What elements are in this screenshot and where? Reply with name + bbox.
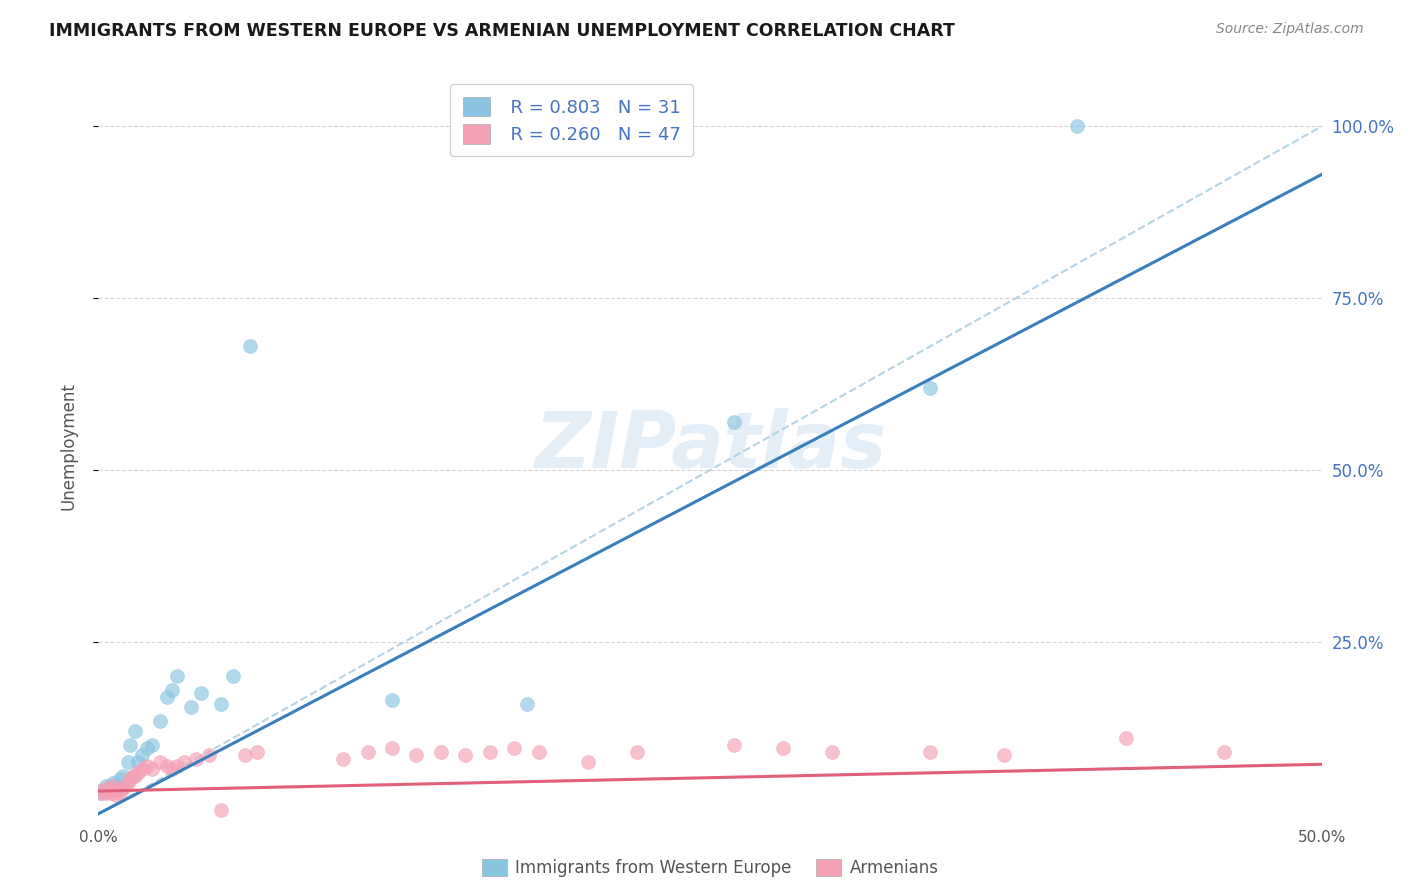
Point bbox=[111, 769, 134, 783]
Point bbox=[131, 748, 153, 763]
Point bbox=[332, 752, 354, 766]
Point bbox=[120, 772, 142, 787]
Legend: Immigrants from Western Europe, Armenians: Immigrants from Western Europe, Armenian… bbox=[475, 852, 945, 883]
Point bbox=[160, 762, 183, 776]
Point bbox=[156, 758, 179, 772]
Point bbox=[166, 669, 188, 683]
Point bbox=[920, 745, 942, 759]
Point bbox=[454, 748, 477, 763]
Point bbox=[117, 755, 139, 769]
Point bbox=[124, 769, 146, 783]
Point bbox=[222, 669, 245, 683]
Point bbox=[100, 786, 122, 800]
Point bbox=[107, 779, 129, 793]
Point bbox=[97, 782, 120, 797]
Point bbox=[190, 686, 212, 700]
Point bbox=[180, 700, 202, 714]
Point bbox=[1066, 120, 1088, 134]
Point bbox=[381, 693, 404, 707]
Point bbox=[127, 765, 149, 780]
Point bbox=[90, 786, 112, 800]
Point bbox=[527, 745, 550, 759]
Point bbox=[131, 762, 153, 776]
Point bbox=[149, 755, 172, 769]
Point bbox=[110, 786, 132, 800]
Point bbox=[1212, 745, 1234, 759]
Point bbox=[515, 697, 537, 711]
Point bbox=[94, 786, 117, 800]
Text: ZIPatlas: ZIPatlas bbox=[534, 408, 886, 484]
Point bbox=[149, 714, 172, 728]
Point bbox=[173, 755, 195, 769]
Point bbox=[356, 745, 378, 759]
Point bbox=[100, 779, 122, 793]
Point bbox=[156, 690, 179, 704]
Point bbox=[104, 780, 127, 795]
Point bbox=[120, 738, 142, 752]
Point bbox=[405, 748, 427, 763]
Point bbox=[141, 738, 163, 752]
Point bbox=[166, 758, 188, 772]
Point bbox=[127, 755, 149, 769]
Text: IMMIGRANTS FROM WESTERN EUROPE VS ARMENIAN UNEMPLOYMENT CORRELATION CHART: IMMIGRANTS FROM WESTERN EUROPE VS ARMENI… bbox=[49, 22, 955, 40]
Point bbox=[91, 782, 114, 797]
Point bbox=[723, 738, 745, 752]
Point bbox=[111, 780, 134, 795]
Point bbox=[101, 776, 124, 790]
Point bbox=[110, 772, 132, 787]
Point bbox=[503, 741, 526, 756]
Point bbox=[136, 741, 159, 756]
Point bbox=[430, 745, 453, 759]
Point bbox=[117, 776, 139, 790]
Point bbox=[141, 762, 163, 776]
Point bbox=[160, 683, 183, 698]
Text: Source: ZipAtlas.com: Source: ZipAtlas.com bbox=[1216, 22, 1364, 37]
Point bbox=[233, 748, 256, 763]
Point bbox=[993, 748, 1015, 763]
Point bbox=[124, 724, 146, 739]
Point bbox=[114, 779, 136, 793]
Point bbox=[821, 745, 844, 759]
Point bbox=[626, 745, 648, 759]
Point bbox=[197, 748, 219, 763]
Point bbox=[381, 741, 404, 756]
Point bbox=[104, 788, 127, 802]
Point bbox=[94, 779, 117, 793]
Point bbox=[209, 803, 232, 817]
Point bbox=[246, 745, 269, 759]
Point bbox=[723, 415, 745, 429]
Point bbox=[107, 782, 129, 797]
Point bbox=[97, 780, 120, 795]
Point bbox=[91, 782, 114, 797]
Point bbox=[576, 755, 599, 769]
Point bbox=[772, 741, 794, 756]
Point bbox=[209, 697, 232, 711]
Point bbox=[136, 758, 159, 772]
Point bbox=[920, 380, 942, 394]
Point bbox=[121, 769, 143, 783]
Point bbox=[239, 339, 262, 353]
Point bbox=[1115, 731, 1137, 746]
Point bbox=[478, 745, 501, 759]
Y-axis label: Unemployment: Unemployment bbox=[59, 382, 77, 510]
Point bbox=[101, 779, 124, 793]
Point bbox=[186, 752, 208, 766]
Point bbox=[90, 786, 112, 800]
